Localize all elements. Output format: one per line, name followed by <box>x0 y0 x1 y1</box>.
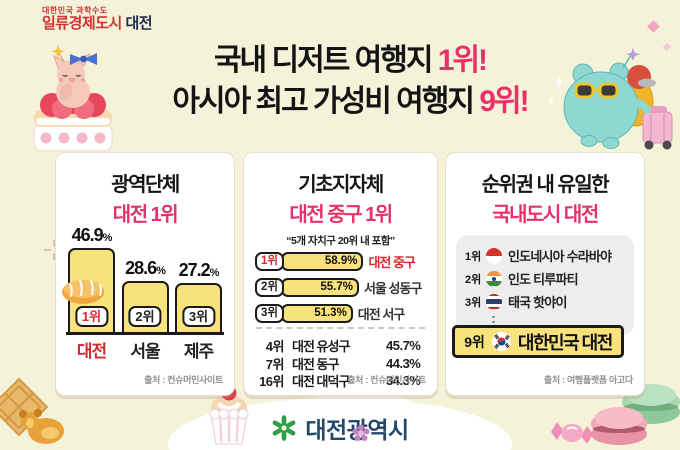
category-seoul: 서울 <box>130 342 160 361</box>
headline-line2-rank: 9위! <box>479 85 529 119</box>
asia-row: 2위 인도 티루파티 <box>465 270 579 287</box>
cupcake-icon <box>209 385 249 445</box>
category-jeju: 제주 <box>183 342 214 361</box>
thailand-flag <box>486 293 502 310</box>
rank-badge: 3위 <box>255 303 284 323</box>
district-name: 대전 서구 <box>357 306 405 322</box>
asia-highlight-row: 9위 대한민국 대전 <box>452 325 624 358</box>
source-note: 출처 : 컨슈머인사이트 <box>144 375 223 385</box>
value-bar: 58.9% <box>280 251 364 271</box>
headline-line1: 국내 디저트 여행지 1위! <box>213 44 488 77</box>
card-metro-subtitle: 대전 1위 <box>112 204 179 226</box>
headline-line2: 아시아 최고 가성비 여행지 9위! <box>172 85 529 119</box>
card-district-title: 기초지자체 <box>298 174 384 196</box>
card-metro-ranking: 광역단체 대전 1위 46.9% 1위 28.6% 2위 <box>55 152 235 396</box>
district-row: 16위 대전 대덕구 34.3% <box>259 373 421 390</box>
bar-value-label: 46.9% <box>71 224 113 245</box>
bar-value-label: 28.6% <box>125 257 166 278</box>
flower-candy-icon <box>352 424 370 441</box>
dashed-divider <box>256 327 425 329</box>
daejeon-brand-logo: 대한민국 과학수도 일류경제도시 대전 <box>42 6 153 32</box>
bread-icon <box>62 280 104 304</box>
rank-badge: 2위 <box>128 306 162 327</box>
rank-badge: 3위 <box>181 306 216 327</box>
source-note: 출처 : 여행플랫폼 아고다 <box>543 375 633 385</box>
category-daejeon: 대전 <box>76 342 107 361</box>
pig-on-cake-illustration <box>33 45 113 152</box>
bar-value-label: 27.2% <box>178 260 220 281</box>
card-district-subtitle: 대전 중구 1위 <box>289 204 393 226</box>
headline-line1-rank: 1위! <box>437 44 488 77</box>
card-district-note: “5개 자치구 20위 내 포함” <box>286 235 395 247</box>
district-row: 1위 58.9% 대전 중구 <box>255 251 431 271</box>
district-row: 4위 대전 유성구 45.7% <box>265 338 421 355</box>
macarons-icon <box>591 384 680 445</box>
asia-row: 3위 태국 핫야이 <box>465 293 567 310</box>
wrapped-candy-icon <box>551 422 593 444</box>
brand-tagline: 대한민국 과학수도 <box>42 6 108 15</box>
bar-seoul: 28.6% 2위 <box>121 257 169 332</box>
district-more-list: 4위 대전 유성구 45.7% 7위 대전 동구 44.3% 16위 대전 대덕… <box>252 337 429 390</box>
rank-badge: 2위 <box>255 277 284 297</box>
district-top3-list: 1위 58.9% 대전 중구 2위 55.7% 서울 성동구 3위 51.3% … <box>255 251 431 329</box>
rank-badge: 1위 <box>74 306 109 327</box>
brand-name-red: 일류경제도시 <box>42 14 122 32</box>
bar-daejeon: 46.9% 1위 <box>62 224 115 332</box>
bar-category-labels: 대전 서울 제주 <box>66 337 224 362</box>
value-bar: 51.3% <box>280 303 353 323</box>
card-district-ranking: 기초지자체 대전 중구 1위 “5개 자치구 20위 내 포함” 1위 58.9… <box>243 152 438 396</box>
traveler-character-illustration <box>548 48 673 150</box>
rank-badge: 1위 <box>255 251 284 271</box>
district-name: 서울 성동구 <box>363 280 422 296</box>
asia-top-list: 1위 인도네시아 수라바야 2위 인도 티루파티 3위 <box>456 235 634 335</box>
india-flag <box>486 270 502 287</box>
caramel-candy-icon <box>19 409 64 444</box>
brand-name-navy: 대전 <box>125 14 153 32</box>
card-metro-title: 광역단체 <box>111 174 180 196</box>
metro-bar-chart: 46.9% 1위 28.6% 2위 27.2% <box>62 202 224 335</box>
sparkle-diamond-icon <box>647 20 660 33</box>
headline: 국내 디저트 여행지 1위! 아시아 최고 가성비 여행지 9위! <box>140 40 560 123</box>
card-asia-title: 순위권 내 유일한 <box>481 174 610 196</box>
bar-jeju: 27.2% 3위 <box>175 260 222 332</box>
city-asterisk-icon <box>272 415 296 441</box>
card-asia-ranking: 순위권 내 유일한 국내도시 대전 1위 인도네시아 수라바야 2위 <box>445 152 645 396</box>
south-korea-flag <box>491 332 511 351</box>
district-row: 3위 51.3% 대전 서구 <box>255 303 431 323</box>
source-note: 출처 : 컨슈머인사이트 <box>347 375 426 385</box>
card-asia-subtitle: 국내도시 대전 <box>492 204 599 226</box>
value-bar: 55.7% <box>280 277 359 297</box>
indonesia-flag <box>486 247 502 264</box>
district-row: 2위 55.7% 서울 성동구 <box>255 277 431 297</box>
asia-row: 1위 인도네시아 수라바야 <box>465 247 612 264</box>
district-row: 7위 대전 동구 44.3% <box>265 355 421 372</box>
district-name: 대전 중구 <box>368 254 415 270</box>
